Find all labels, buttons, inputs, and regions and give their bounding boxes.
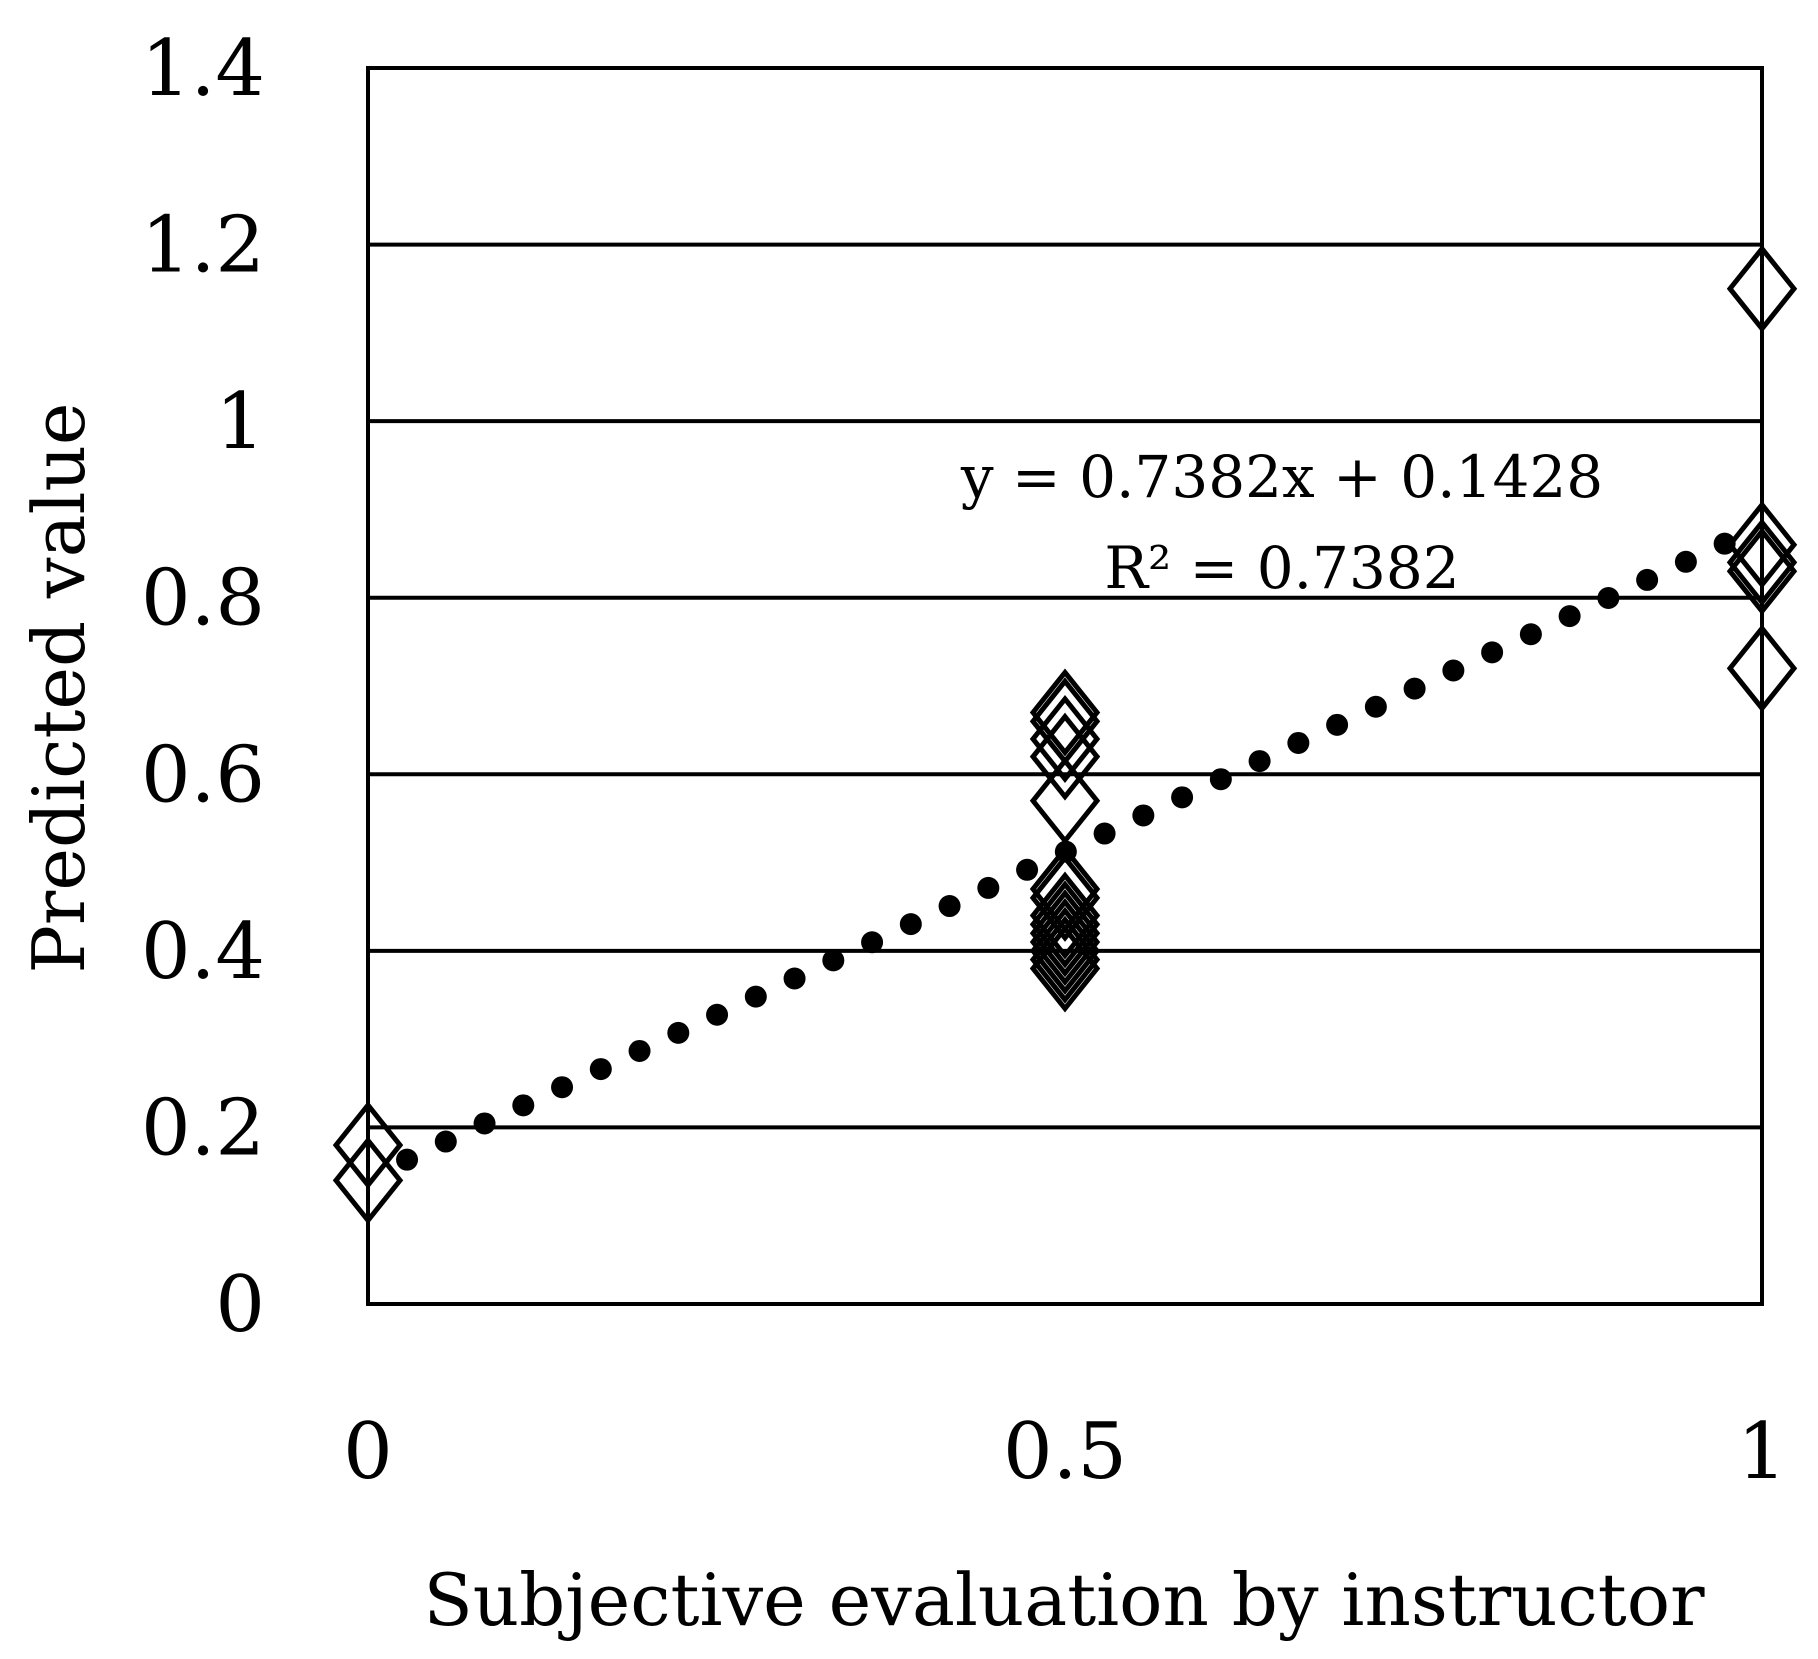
trendline-dot — [434, 1130, 457, 1153]
trendline-dot — [861, 931, 884, 954]
trendline-dot — [1481, 641, 1504, 664]
plot-area-frame — [366, 66, 1764, 1306]
trendline-dot — [1519, 623, 1542, 646]
data-point — [1029, 668, 1101, 757]
y-tick-label: 0.6 — [141, 730, 265, 820]
y-tick-label: 0.4 — [141, 907, 265, 997]
data-point — [1029, 880, 1101, 969]
x-tick-label: 0.5 — [1003, 1407, 1127, 1497]
trendline-dot — [1364, 695, 1387, 718]
trendline-dot — [1171, 786, 1194, 809]
y-tick-label: 1.2 — [141, 201, 265, 291]
y-tick-label: 0 — [215, 1260, 265, 1350]
y-axis-tick-labels: 0 0.2 0.4 0.6 0.8 1 1.2 1.4 — [141, 24, 265, 1350]
trendline-dot — [822, 949, 845, 972]
trendline-dot — [1597, 587, 1620, 610]
data-points — [332, 244, 1798, 1225]
gridlines — [368, 242, 1762, 1130]
data-point — [1029, 889, 1101, 978]
trendline-dot — [1326, 713, 1349, 736]
trendline-r-squared: R² = 0.7382 — [1104, 534, 1459, 602]
trendline-dot — [1132, 804, 1155, 827]
trendline-dot — [1713, 532, 1736, 555]
data-point — [1029, 871, 1101, 960]
trendline-dot — [551, 1076, 574, 1099]
y-tick-label: 0.8 — [141, 554, 265, 644]
data-point — [1029, 924, 1101, 1013]
y-tick-label: 0.2 — [141, 1083, 265, 1173]
x-tick-label: 0 — [343, 1407, 393, 1497]
trendline-dot — [473, 1112, 496, 1135]
trendline-equation: y = 0.7382x + 0.1428 — [960, 443, 1603, 511]
data-point — [1029, 756, 1101, 845]
y-tick-label: 1 — [215, 377, 265, 467]
trendline-dot — [589, 1058, 612, 1081]
trendline-dot — [1016, 858, 1039, 881]
data-point — [1029, 915, 1101, 1004]
data-point — [1029, 906, 1101, 995]
trendline-dot — [1558, 605, 1581, 628]
trendline-dot — [1636, 568, 1659, 591]
y-tick-label: 1.4 — [141, 24, 265, 114]
trendline-dot — [938, 895, 961, 918]
x-axis-tick-labels: 0 0.5 1 — [343, 1407, 1787, 1497]
data-point — [1029, 898, 1101, 987]
trendline-dot — [396, 1148, 419, 1171]
trendline-dot — [512, 1094, 535, 1117]
trendline-dot — [1403, 677, 1426, 700]
trendline-dot — [744, 985, 767, 1008]
trendline-dot — [1248, 750, 1271, 773]
trendline-dot — [783, 967, 806, 990]
trendline — [396, 532, 1736, 1171]
trendline-dot — [977, 876, 1000, 899]
trendline-dot — [628, 1039, 651, 1062]
trendline-dot — [1093, 822, 1116, 845]
data-point — [1029, 853, 1101, 942]
x-tick-label: 1 — [1737, 1407, 1787, 1497]
data-point — [1029, 712, 1101, 801]
trendline-dot — [1674, 550, 1697, 573]
data-point — [1029, 694, 1101, 783]
trendline-dot — [1287, 731, 1310, 754]
trendline-dot — [1209, 768, 1232, 791]
x-axis-title: Subjective evaluation by instructor — [423, 1558, 1705, 1642]
trendline-dot — [706, 1003, 729, 1026]
trendline-dot — [899, 913, 922, 936]
trendline-dot — [1442, 659, 1465, 682]
y-axis-title: Predicted value — [17, 402, 101, 973]
trendline-dot — [667, 1021, 690, 1044]
